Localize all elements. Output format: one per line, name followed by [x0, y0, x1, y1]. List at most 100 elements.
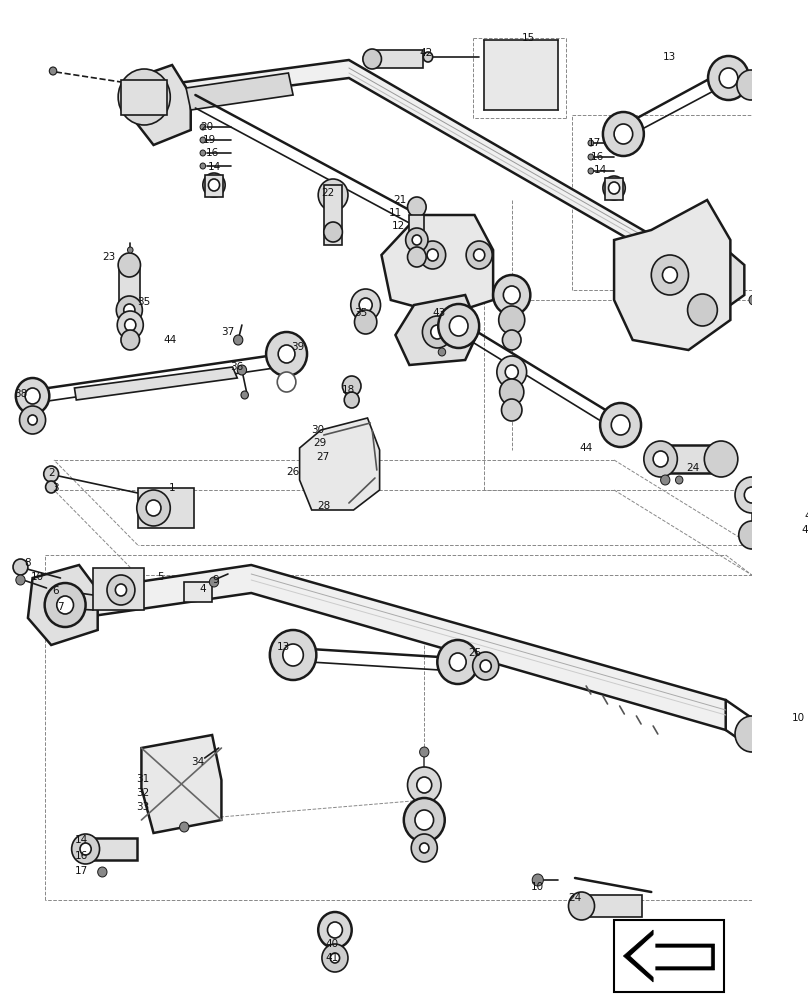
Polygon shape: [614, 200, 730, 350]
Circle shape: [406, 228, 428, 252]
Text: 14: 14: [75, 835, 89, 845]
Circle shape: [116, 584, 127, 596]
Circle shape: [705, 441, 738, 477]
Circle shape: [98, 867, 107, 877]
Circle shape: [44, 466, 59, 482]
Circle shape: [663, 267, 677, 283]
Circle shape: [407, 767, 441, 803]
Circle shape: [437, 640, 478, 684]
Circle shape: [324, 222, 343, 242]
Circle shape: [45, 481, 57, 493]
Polygon shape: [381, 215, 493, 315]
Circle shape: [200, 137, 205, 143]
Circle shape: [411, 834, 437, 862]
Text: 40: 40: [801, 525, 808, 535]
Circle shape: [497, 356, 527, 388]
Circle shape: [499, 306, 524, 334]
Text: 44: 44: [579, 443, 593, 453]
Polygon shape: [51, 565, 726, 730]
Bar: [410, 215, 424, 240]
Circle shape: [737, 70, 765, 100]
Text: 10: 10: [792, 713, 805, 723]
Circle shape: [603, 112, 644, 156]
Text: 16: 16: [205, 148, 219, 158]
Circle shape: [503, 286, 520, 304]
Text: 26: 26: [287, 467, 300, 477]
Circle shape: [330, 953, 339, 963]
Circle shape: [431, 325, 444, 339]
Circle shape: [480, 660, 491, 672]
Polygon shape: [631, 934, 711, 978]
Circle shape: [327, 922, 343, 938]
Circle shape: [417, 777, 431, 793]
Text: 16: 16: [75, 851, 89, 861]
Text: 35: 35: [137, 297, 151, 307]
Text: 10: 10: [531, 882, 545, 892]
Circle shape: [44, 583, 86, 627]
Polygon shape: [186, 73, 293, 110]
Circle shape: [423, 316, 452, 348]
Text: 16: 16: [591, 152, 604, 162]
Circle shape: [146, 500, 161, 516]
Text: 21: 21: [393, 195, 406, 205]
Circle shape: [124, 319, 136, 331]
Circle shape: [200, 163, 205, 169]
Circle shape: [203, 173, 225, 197]
Text: 12: 12: [392, 221, 405, 231]
Circle shape: [735, 477, 768, 513]
Circle shape: [16, 378, 49, 414]
Text: 19: 19: [203, 135, 216, 145]
Circle shape: [121, 330, 140, 350]
Text: 42: 42: [419, 48, 433, 58]
Circle shape: [28, 415, 37, 425]
Circle shape: [499, 379, 524, 405]
Circle shape: [569, 892, 595, 920]
Polygon shape: [395, 295, 479, 365]
Circle shape: [588, 140, 594, 146]
Circle shape: [200, 150, 205, 156]
Text: 27: 27: [316, 452, 330, 462]
Circle shape: [124, 304, 135, 316]
Text: 24: 24: [568, 893, 582, 903]
Text: 7: 7: [57, 602, 64, 612]
Text: 38: 38: [14, 389, 27, 399]
Circle shape: [404, 798, 444, 842]
Text: 9: 9: [213, 575, 219, 585]
Text: 37: 37: [221, 327, 234, 337]
Circle shape: [407, 197, 426, 217]
Circle shape: [503, 330, 521, 350]
Bar: [582, 895, 642, 917]
Bar: [119, 265, 140, 310]
Text: 41: 41: [326, 953, 339, 963]
Circle shape: [688, 294, 718, 326]
Circle shape: [502, 399, 522, 421]
Bar: [121, 80, 167, 115]
Circle shape: [49, 67, 57, 75]
Text: 34: 34: [191, 757, 204, 767]
Bar: [614, 920, 724, 992]
Text: 2: 2: [48, 468, 54, 478]
Circle shape: [719, 68, 738, 88]
Text: 14: 14: [208, 162, 221, 172]
Circle shape: [493, 275, 530, 315]
Circle shape: [423, 52, 432, 62]
Text: 22: 22: [321, 188, 335, 198]
Circle shape: [16, 575, 25, 585]
Circle shape: [363, 49, 381, 69]
Text: 11: 11: [389, 208, 402, 218]
Text: 13: 13: [663, 52, 676, 62]
Text: 24: 24: [687, 463, 700, 473]
Circle shape: [600, 403, 641, 447]
Circle shape: [412, 235, 422, 245]
Text: 18: 18: [343, 385, 356, 395]
Bar: [204, 175, 223, 197]
Text: 4: 4: [200, 584, 206, 594]
Circle shape: [318, 912, 351, 948]
Text: 43: 43: [432, 308, 446, 318]
Circle shape: [407, 247, 426, 267]
Polygon shape: [141, 735, 221, 833]
Text: 1: 1: [169, 483, 175, 493]
Circle shape: [238, 365, 246, 375]
Text: 36: 36: [230, 362, 244, 372]
Circle shape: [505, 365, 518, 379]
